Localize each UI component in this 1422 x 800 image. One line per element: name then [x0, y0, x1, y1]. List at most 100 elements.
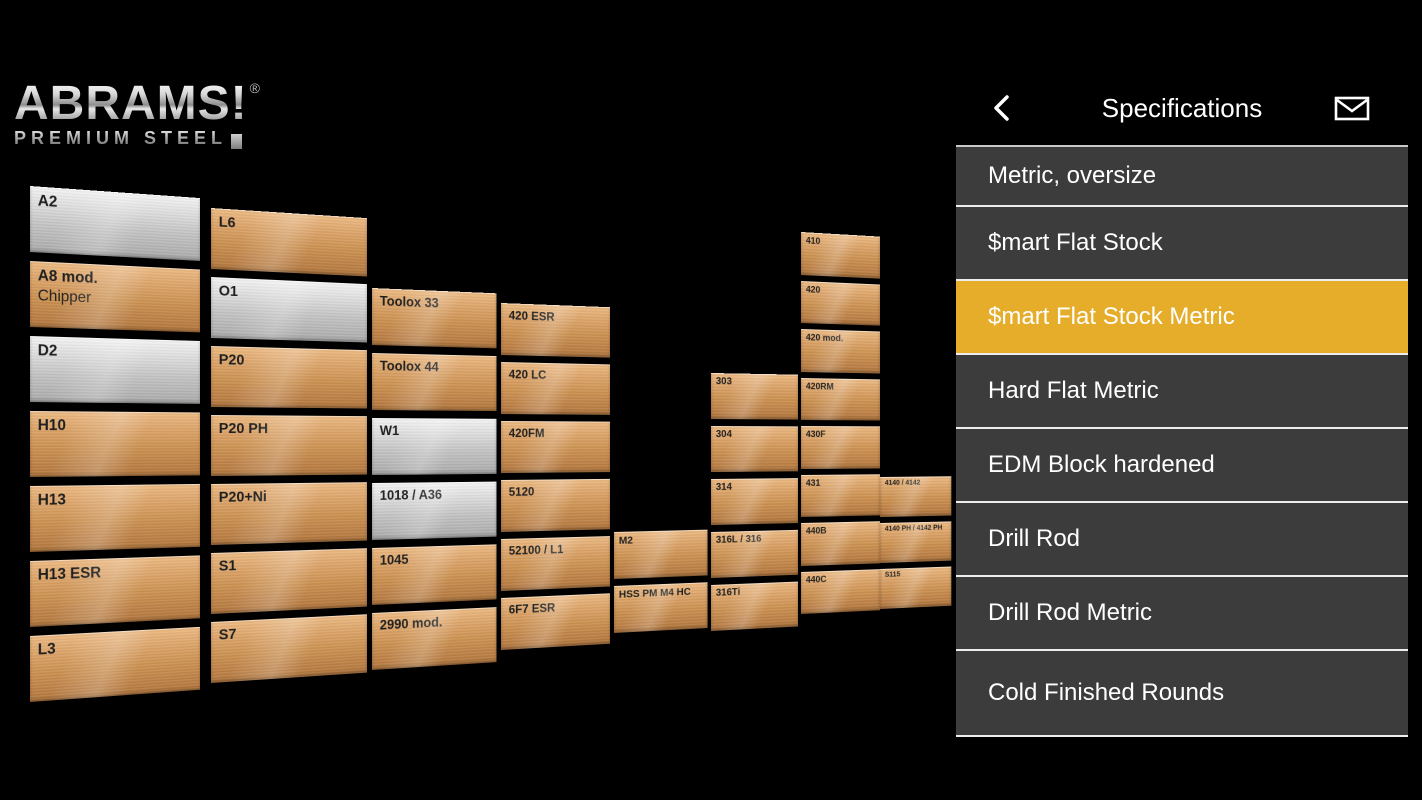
steel-tile-316ti[interactable]: 316Ti	[711, 581, 799, 631]
steel-tile-420-mod[interactable]: 420 mod.	[801, 329, 880, 374]
steel-grade-label: 420 mod.	[805, 332, 844, 344]
steel-grade-label: 420 ESR	[508, 308, 555, 324]
envelope-icon	[1334, 96, 1370, 121]
steel-column-3: Toolox 33 Toolox 44 W1 1018 / A36 1045 2990 m…	[372, 288, 497, 678]
steel-tile-440b[interactable]: 440B	[801, 521, 880, 566]
menu-item-edm-block-hardened[interactable]: EDM Block hardened	[956, 429, 1408, 503]
steel-tile-420-lc[interactable]: 420 LC	[501, 362, 611, 415]
steel-tile-4140-ph-4142-ph[interactable]: 4140 PH / 4142 PH	[880, 521, 952, 563]
steel-grade-label: 52100 / L1	[508, 542, 564, 558]
menu-item-drill-rod[interactable]: Drill Rod	[956, 503, 1408, 577]
steel-grade-label: 316L / 316	[715, 533, 762, 546]
steel-grade-label: A2	[37, 192, 58, 211]
steel-tile-5120[interactable]: 5120	[501, 478, 611, 532]
steel-tile-304[interactable]: 304	[711, 426, 799, 472]
steel-tile-a2[interactable]: A2	[30, 186, 201, 261]
steel-column-1: A2 A8 mod. Chipper D2 H10 H13 H13 ESR L3	[30, 186, 201, 711]
brand-name: ABRAMS!	[14, 77, 248, 130]
steel-tile-d2[interactable]: D2	[30, 336, 201, 404]
steel-tile-410[interactable]: 410	[801, 232, 880, 279]
menu-item-label: Metric, oversize	[988, 162, 1157, 189]
steel-tile-w1[interactable]: W1	[372, 418, 497, 475]
steel-tile-h13[interactable]: H13	[30, 483, 201, 552]
menu-item-label: EDM Block hardened	[988, 451, 1215, 478]
steel-grade-label: 2990 mod.	[379, 614, 443, 633]
steel-tile-toolox-44[interactable]: Toolox 44	[372, 353, 497, 412]
menu-item-cold-finished-rounds[interactable]: Cold Finished Rounds	[956, 651, 1408, 737]
steel-tile-440c[interactable]: 440C	[801, 568, 880, 614]
menu-item-mart-flat-stock[interactable]: $mart Flat Stock	[956, 207, 1408, 281]
specifications-menu: Metric, oversize $mart Flat Stock $mart Fl…	[956, 145, 1408, 737]
steel-column-8: 4140 / 4142 4140 PH / 4142 PH S115	[880, 476, 952, 615]
brand-logo: ABRAMS! ® PREMIUM STEEL	[14, 80, 260, 149]
steel-grade-label: S7	[218, 625, 237, 644]
steel-grade-label: 420 LC	[508, 367, 547, 382]
steel-grade-label: 5120	[508, 484, 535, 499]
steel-grade-label: 1018 / A36	[379, 487, 442, 503]
steel-tile-a8-mod[interactable]: A8 mod. Chipper	[30, 261, 201, 333]
back-button[interactable]	[990, 92, 1014, 124]
steel-tile-431[interactable]: 431	[801, 473, 880, 517]
chevron-left-icon	[994, 95, 1009, 121]
steel-tile-420rm[interactable]: 420RM	[801, 377, 880, 421]
steel-tile-430f[interactable]: 430F	[801, 426, 880, 469]
menu-item-mart-flat-stock-metric[interactable]: $mart Flat Stock Metric	[956, 281, 1408, 355]
steel-grade-label: 6F7 ESR	[508, 600, 556, 617]
steel-column-4: 420 ESR 420 LC 420FM 5120 52100 / L1 6F7 ESR	[501, 303, 611, 657]
steel-tile-h10[interactable]: H10	[30, 411, 201, 477]
steel-grade-label: L3	[37, 640, 56, 659]
menu-item-drill-rod-metric[interactable]: Drill Rod Metric	[956, 577, 1408, 651]
steel-grade-label: P20 PH	[218, 420, 269, 438]
steel-tile-p20-ni[interactable]: P20+Ni	[211, 482, 367, 545]
steel-tile-l3[interactable]: L3	[30, 626, 201, 702]
steel-tile-316l-316[interactable]: 316L / 316	[711, 529, 799, 578]
steel-tile-o1[interactable]: O1	[211, 277, 367, 343]
steel-tile-p20[interactable]: P20	[211, 346, 367, 409]
steel-tile-h13-esr[interactable]: H13 ESR	[30, 555, 201, 627]
steel-grade-label: 430F	[805, 429, 826, 440]
steel-grade-label: M2	[618, 534, 633, 547]
steel-tile-420fm[interactable]: 420FM	[501, 421, 611, 473]
logo-exclamation-dot-icon	[231, 134, 243, 149]
steel-tile-420[interactable]: 420	[801, 280, 880, 326]
steel-tile-toolox-33[interactable]: Toolox 33	[372, 288, 497, 349]
steel-tile-1018-a36[interactable]: 1018 / A36	[372, 481, 497, 540]
steel-tile-l6[interactable]: L6	[211, 208, 367, 277]
menu-item-label: Drill Rod	[988, 525, 1081, 552]
mail-button[interactable]	[1334, 95, 1370, 122]
menu-item-label: $mart Flat Stock Metric	[988, 303, 1235, 330]
steel-grade-label: Toolox 33	[379, 293, 439, 311]
steel-tile-m2[interactable]: M2	[614, 529, 708, 579]
steel-grade-label: 316Ti	[715, 586, 741, 599]
steel-column-6: 303 304 314 316L / 316 316Ti	[711, 373, 799, 638]
steel-tile-s7[interactable]: S7	[211, 614, 367, 683]
steel-grade-label: 1045	[379, 551, 409, 568]
steel-tile-p20-ph[interactable]: P20 PH	[211, 415, 367, 476]
steel-column-2: L6 O1 P20 P20 PH P20+Ni S1 S7	[211, 208, 367, 691]
steel-tile-hss-pm-m4-hc[interactable]: HSS PM M4 HC	[614, 582, 708, 633]
page-title: Specifications	[1101, 92, 1263, 123]
steel-grade-label: 410	[805, 235, 821, 247]
steel-grade-label: W1	[379, 423, 400, 439]
steel-tile-314[interactable]: 314	[711, 478, 799, 525]
menu-item-hard-flat-metric[interactable]: Hard Flat Metric	[956, 355, 1408, 429]
steel-grade-label: H10	[37, 417, 66, 435]
steel-tile-s115[interactable]: S115	[880, 566, 952, 609]
steel-grade-label: L6	[218, 213, 236, 232]
steel-grade-label: 420RM	[805, 380, 834, 391]
steel-tile-s1[interactable]: S1	[211, 548, 367, 614]
steel-tile-6f7-esr[interactable]: 6F7 ESR	[501, 593, 611, 650]
steel-grade-label: D2	[37, 342, 58, 360]
menu-item-metric-oversize[interactable]: Metric, oversize	[956, 147, 1408, 207]
steel-tile-2990-mod[interactable]: 2990 mod.	[372, 607, 497, 670]
steel-tile-4140-4142[interactable]: 4140 / 4142	[880, 476, 952, 517]
steel-tile-420-esr[interactable]: 420 ESR	[501, 303, 611, 358]
steel-tile-1045[interactable]: 1045	[372, 544, 497, 605]
steel-grade-label: 314	[715, 481, 732, 493]
steel-tile-52100-l1[interactable]: 52100 / L1	[501, 536, 611, 591]
steel-grade-label: 304	[715, 429, 732, 441]
steel-tile-303[interactable]: 303	[711, 373, 799, 420]
menu-item-label: Drill Rod Metric	[988, 599, 1153, 626]
steel-grade-label: P20	[218, 351, 245, 369]
steel-grade-label: S115	[884, 571, 901, 579]
